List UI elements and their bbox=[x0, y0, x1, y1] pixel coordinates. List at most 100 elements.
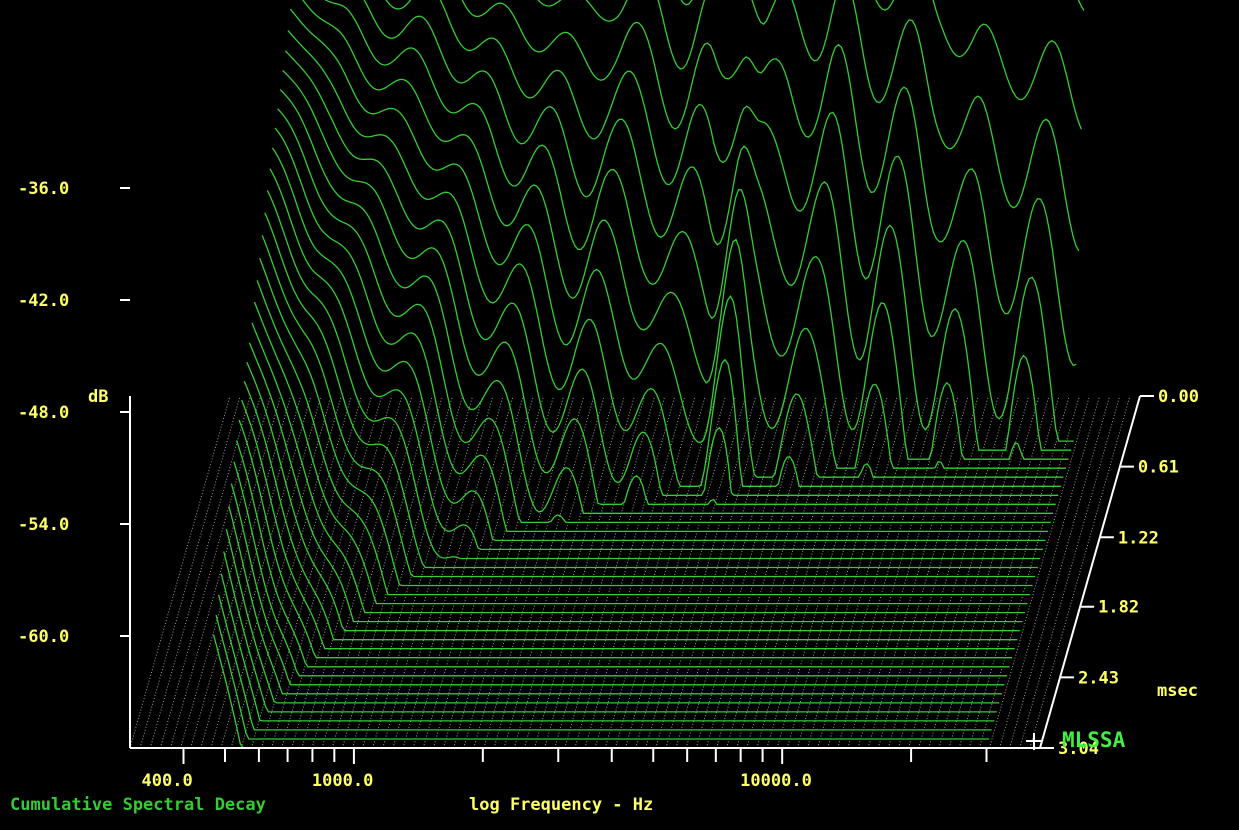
decay-slice bbox=[271, 147, 1046, 542]
floor-grid-line bbox=[776, 395, 878, 749]
floor-grid-line bbox=[988, 395, 1090, 749]
floor-grid-line bbox=[847, 395, 949, 749]
floor-grid-line bbox=[321, 395, 423, 749]
time-tick-label: 0.00 bbox=[1158, 387, 1199, 407]
floor-grid-line bbox=[584, 395, 686, 749]
floor-grid-line bbox=[877, 395, 979, 749]
decay-slice bbox=[225, 528, 1000, 704]
time-tick-label: 1.82 bbox=[1098, 598, 1139, 618]
time-tick-label: 0.61 bbox=[1138, 458, 1179, 478]
floor-grid-line bbox=[887, 395, 989, 749]
decay-slice bbox=[251, 322, 1025, 614]
floor-grid-line bbox=[483, 395, 585, 749]
decay-slice bbox=[363, 0, 1072, 451]
floor-grid-line bbox=[624, 395, 726, 749]
floor-grid-line bbox=[685, 395, 787, 749]
floor-grid-line bbox=[362, 395, 464, 749]
y-tick-label: -42.0 bbox=[18, 291, 69, 311]
floor-grid-line bbox=[574, 395, 676, 749]
floor-grid-line bbox=[594, 395, 696, 749]
decay-slice bbox=[230, 483, 1005, 686]
floor-grid-line bbox=[817, 395, 919, 749]
floor-grid-line bbox=[948, 395, 1050, 749]
y-axis-label: dB bbox=[88, 387, 108, 407]
floor-grid-line bbox=[655, 395, 757, 749]
floor-grid-line bbox=[503, 395, 605, 749]
floor-grid-line bbox=[139, 395, 241, 749]
decay-slice bbox=[324, 0, 1069, 460]
time-tick-label: 3.04 bbox=[1058, 739, 1099, 759]
floor-grid-line bbox=[1009, 395, 1111, 749]
floor-grid-line bbox=[220, 395, 322, 749]
floor-grid-line bbox=[129, 395, 231, 749]
floor-grid-line bbox=[402, 395, 504, 749]
time-tick-label: 2.43 bbox=[1078, 668, 1119, 688]
floor-grid-line bbox=[432, 395, 534, 749]
x-tick-label: 400.0 bbox=[142, 771, 193, 791]
axes bbox=[129, 395, 1141, 750]
y-tick-label: -48.0 bbox=[18, 403, 69, 423]
floor-grid-line bbox=[230, 395, 332, 749]
y-tick-label: -60.0 bbox=[18, 627, 69, 647]
floor-grid-line bbox=[311, 395, 413, 749]
x-axis-label: log Frequency - Hz bbox=[469, 795, 653, 815]
y-tick-label: -54.0 bbox=[18, 515, 69, 535]
floor-grid-line bbox=[331, 395, 433, 749]
decay-slice bbox=[223, 551, 997, 713]
floor-grid-line bbox=[382, 395, 484, 749]
floor-grid-line bbox=[958, 395, 1060, 749]
floor-grid-line bbox=[908, 395, 1010, 749]
floor-grid-line bbox=[897, 395, 999, 749]
floor-grid-line bbox=[453, 395, 555, 749]
floor-grid-line bbox=[1029, 395, 1131, 749]
x-tick-label: 10000.0 bbox=[740, 771, 812, 791]
decay-slice bbox=[228, 506, 1002, 695]
decay-slice bbox=[215, 614, 990, 740]
floor-grid-line bbox=[291, 395, 393, 749]
decay-slice bbox=[241, 400, 1015, 650]
time-unit-label: msec bbox=[1157, 681, 1198, 701]
floor-grid-line bbox=[928, 395, 1030, 749]
floor-grid-line bbox=[523, 395, 625, 749]
decay-slice bbox=[274, 127, 1048, 533]
floor-grid-line bbox=[675, 395, 777, 749]
floor-grid-line bbox=[493, 395, 595, 749]
floor-grid bbox=[129, 395, 1141, 749]
floor-grid-line bbox=[240, 395, 342, 749]
floor-grid-line bbox=[705, 395, 807, 749]
floor-grid-line bbox=[301, 395, 403, 749]
time-tick-label: 1.22 bbox=[1118, 528, 1159, 548]
floor-grid-line bbox=[180, 395, 282, 749]
decay-slice bbox=[282, 70, 1056, 505]
floor-grid-line bbox=[665, 395, 767, 749]
decay-slice bbox=[269, 168, 1043, 551]
decay-slice bbox=[264, 212, 1038, 569]
floor-grid-line bbox=[412, 395, 514, 749]
floor-grid-line bbox=[604, 395, 706, 749]
time-ticks: 0.00 0.61 1.22 1.82 2.43 3.04 bbox=[1040, 387, 1199, 759]
floor-grid-line bbox=[695, 395, 797, 749]
floor-grid-line bbox=[1019, 395, 1121, 749]
decay-slice bbox=[284, 50, 1059, 496]
floor-grid-line bbox=[645, 395, 747, 749]
floor-grid-line bbox=[715, 395, 817, 749]
floor-grid-line bbox=[372, 395, 474, 749]
floor-grid-line bbox=[614, 395, 716, 749]
decay-slice bbox=[537, 0, 1080, 252]
brand-label: MLSSA bbox=[1062, 728, 1126, 752]
floor-grid-line bbox=[999, 395, 1101, 749]
floor-grid-line bbox=[918, 395, 1020, 749]
floor-grid-line bbox=[746, 395, 848, 749]
chart-title: Cumulative Spectral Decay bbox=[10, 795, 266, 815]
x-ticks: 400.0 1000.0 10000.0 bbox=[142, 748, 988, 791]
floor-grid-line bbox=[766, 395, 868, 749]
decay-slice bbox=[277, 108, 1051, 524]
y-tick-label: -36.0 bbox=[18, 179, 69, 199]
floor-grid-line bbox=[786, 395, 888, 749]
floor-grid-line bbox=[392, 395, 494, 749]
floor-grid-line bbox=[341, 395, 443, 749]
x-tick-label: 1000.0 bbox=[312, 771, 373, 791]
floor-grid-line bbox=[544, 395, 646, 749]
floor-grid-line bbox=[867, 395, 969, 749]
